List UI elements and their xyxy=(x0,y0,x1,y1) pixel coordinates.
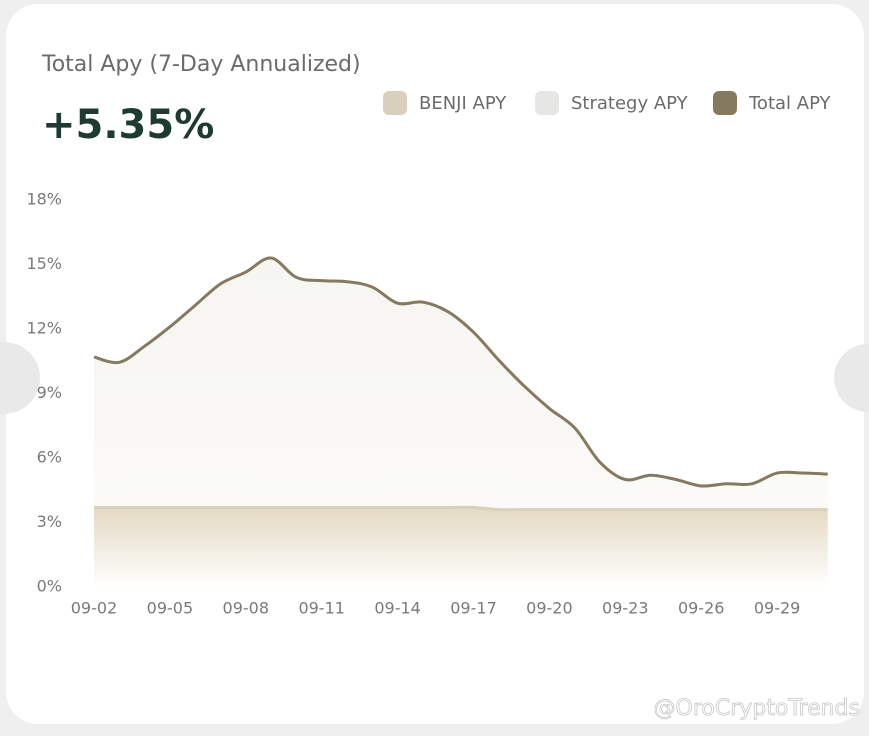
x-tick-label: 09-20 xyxy=(526,599,573,618)
x-tick-label: 09-23 xyxy=(602,599,649,618)
y-tick-label: 15% xyxy=(26,254,62,273)
x-tick-label: 09-11 xyxy=(298,599,345,618)
legend-label: Total APY xyxy=(748,93,832,114)
watermark: @OroCryptoTrends xyxy=(654,696,861,721)
prev-button[interactable] xyxy=(0,342,40,414)
legend-swatch xyxy=(713,91,737,115)
card-title: Total Apy (7-Day Annualized) xyxy=(41,52,361,77)
y-tick-label: 12% xyxy=(26,319,62,338)
x-tick-label: 09-05 xyxy=(147,599,194,618)
x-tick-label: 09-26 xyxy=(678,599,725,618)
y-tick-label: 9% xyxy=(37,383,62,402)
x-tick-label: 09-08 xyxy=(223,599,270,618)
next-button[interactable] xyxy=(834,344,869,412)
y-tick-label: 0% xyxy=(37,577,62,596)
x-tick-label: 09-02 xyxy=(71,599,118,618)
legend-swatch xyxy=(535,91,559,115)
x-tick-label: 09-14 xyxy=(374,599,421,618)
legend-label: BENJI APY xyxy=(419,93,507,114)
strategy-area xyxy=(94,257,828,510)
legend-swatch xyxy=(383,91,407,115)
x-tick-label: 09-29 xyxy=(754,599,801,618)
x-tick-label: 09-17 xyxy=(450,599,497,618)
benji-area xyxy=(94,507,828,587)
total-line xyxy=(93,256,828,488)
headline-value: +5.35% xyxy=(42,102,214,148)
legend-label: Strategy APY xyxy=(571,93,689,114)
benji-line xyxy=(94,505,828,512)
y-tick-label: 3% xyxy=(37,512,62,531)
y-tick-label: 6% xyxy=(37,448,62,467)
y-tick-label: 18% xyxy=(26,190,62,209)
